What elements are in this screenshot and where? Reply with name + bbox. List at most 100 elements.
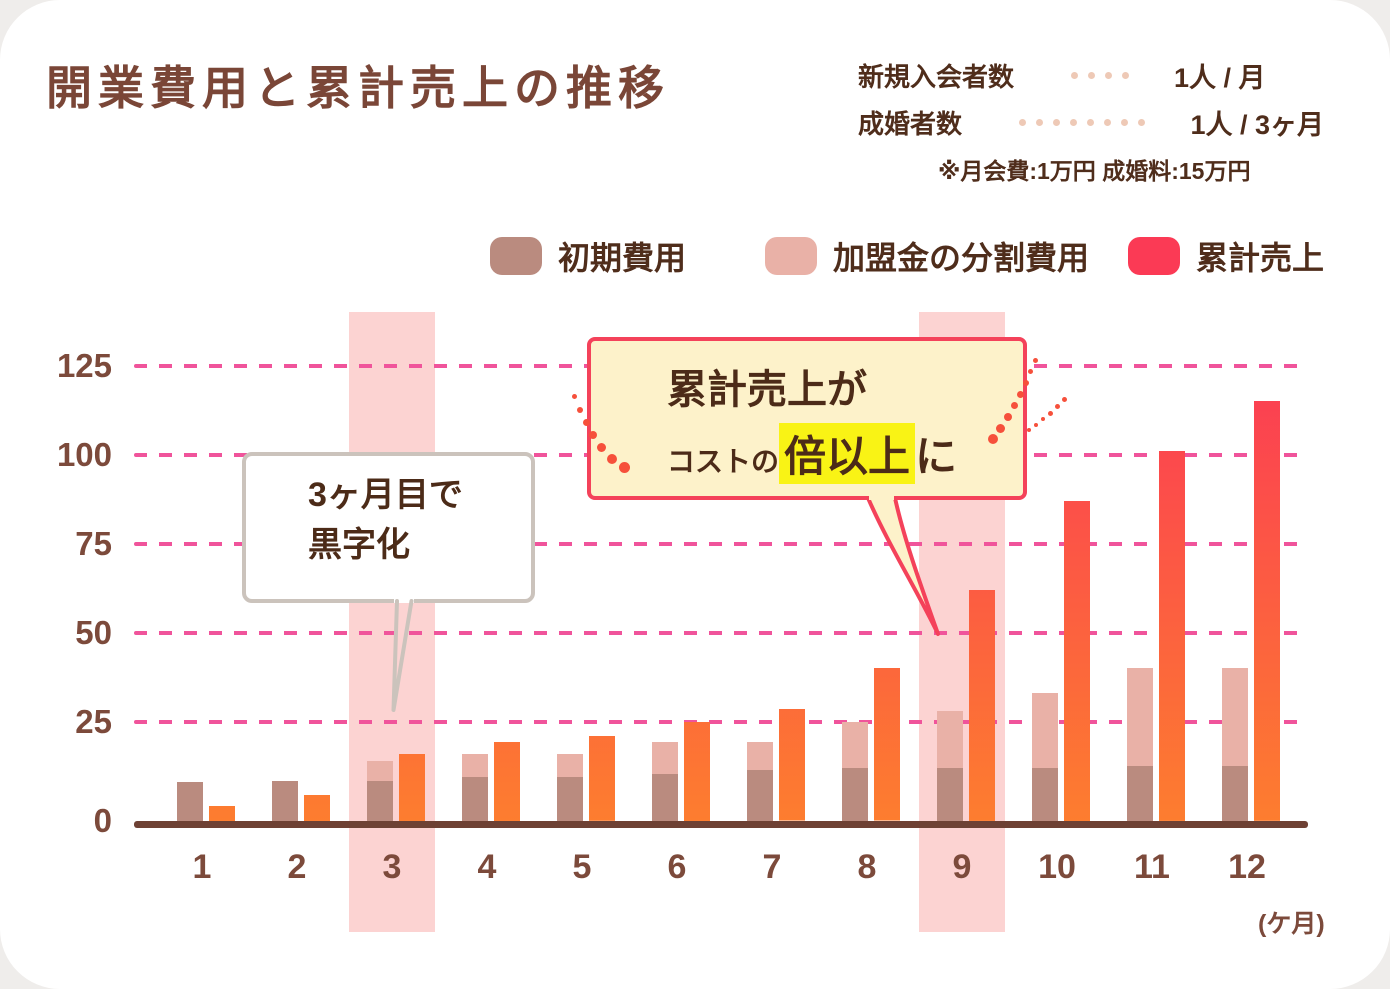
- dotted-leader: [1042, 72, 1174, 79]
- decoration-dot: [583, 419, 590, 426]
- callout-text: コストの 倍以上 に: [667, 423, 1023, 484]
- legend-label: 初期費用: [558, 240, 687, 276]
- leader-dot: [1088, 72, 1095, 79]
- bar-initial-cost-month-9: [937, 768, 963, 821]
- callout-breakeven-tail: [391, 596, 414, 712]
- bar-franchise-split-month-9: [937, 711, 963, 769]
- decoration-dot: [597, 443, 606, 452]
- bar-cumulative-sales-month-3: [399, 753, 425, 821]
- legend-item-initial-cost: 初期費用: [490, 233, 686, 279]
- x-axis-label-11: 11: [1134, 848, 1170, 886]
- leader-dot: [1105, 72, 1112, 79]
- x-axis-label-10: 10: [1038, 848, 1076, 886]
- bar-franchise-split-month-10: [1032, 693, 1058, 769]
- leader-dot: [1087, 119, 1095, 126]
- bar-initial-cost-month-4: [462, 777, 488, 821]
- decoration-dot: [1023, 380, 1029, 386]
- y-axis-label-0: 0: [93, 802, 112, 839]
- bar-cumulative-sales-month-8: [874, 668, 900, 821]
- callout-text: 黒字化: [308, 526, 410, 564]
- callout-text-highlight: 倍以上: [779, 423, 916, 484]
- bar-initial-cost-month-2: [272, 780, 298, 821]
- bar-cumulative-sales-month-4: [494, 741, 520, 821]
- bar-cumulative-sales-month-2: [304, 794, 330, 821]
- decoration-dot: [1011, 402, 1018, 409]
- x-axis-label-12: 12: [1228, 848, 1266, 886]
- legend-swatch-initial-cost: [490, 237, 542, 275]
- x-axis-line: [134, 821, 1308, 828]
- bar-initial-cost-month-3: [367, 780, 393, 821]
- bar-franchise-split-month-11: [1127, 668, 1153, 767]
- bar-initial-cost-month-7: [747, 770, 773, 821]
- bar-franchise-split-month-7: [747, 741, 773, 770]
- assumption-value: 1人 / 月: [1174, 63, 1266, 93]
- decoration-dot: [1041, 417, 1045, 421]
- leader-dot: [1121, 119, 1129, 126]
- bar-cumulative-sales-month-9: [969, 590, 995, 821]
- legend-label: 加盟金の分割費用: [833, 240, 1090, 276]
- assumption-label: 成婚者数: [858, 109, 963, 139]
- legend-swatch-franchise-split: [765, 237, 817, 275]
- callout-text-prefix: コストの: [667, 446, 780, 477]
- page-title: 開業費用と累計売上の推移: [46, 62, 670, 114]
- assumption-row-new-members: 新規入会者数 1人 / 月: [858, 56, 1324, 95]
- decoration-dot: [1004, 413, 1012, 421]
- legend-label: 累計売上: [1196, 240, 1325, 276]
- legend-item-franchise-split: 加盟金の分割費用: [765, 233, 1089, 279]
- leader-dot: [1036, 119, 1044, 126]
- callout-text: 3ヶ月目で: [308, 476, 463, 514]
- x-axis-label-4: 4: [477, 848, 497, 886]
- bar-franchise-split-month-3: [367, 761, 393, 781]
- x-axis-label-1: 1: [192, 848, 212, 886]
- leader-dot: [1071, 72, 1078, 79]
- bar-cumulative-sales-month-11: [1159, 451, 1185, 821]
- decoration-dot: [1033, 358, 1038, 363]
- leader-dot: [1138, 119, 1146, 126]
- leader-dot: [1053, 119, 1061, 126]
- callout-double-revenue-tail: [866, 494, 940, 636]
- decoration-dot: [619, 462, 630, 473]
- bar-franchise-split-month-12: [1222, 668, 1248, 767]
- callout-text: 累計売上が: [667, 368, 867, 412]
- gridline-75: [134, 541, 1308, 546]
- legend-swatch-cumulative-sales: [1128, 237, 1180, 275]
- decoration-dot: [572, 394, 577, 399]
- bar-franchise-split-month-4: [462, 753, 488, 778]
- highlight-band-month-3: [349, 312, 435, 932]
- bar-cumulative-sales-month-12: [1254, 401, 1280, 821]
- x-axis-label-8: 8: [857, 848, 877, 886]
- x-axis-label-9: 9: [952, 848, 972, 886]
- callout-double-revenue-month-9: 累計売上が コストの 倍以上 に: [587, 337, 1027, 500]
- x-axis-unit-label: (ケ月): [1258, 910, 1325, 938]
- leader-dot: [1019, 119, 1027, 126]
- callout-breakeven-month-3: 3ヶ月目で 黒字化: [242, 452, 535, 603]
- decoration-dot: [1034, 423, 1038, 427]
- bar-initial-cost-month-5: [557, 777, 583, 821]
- decoration-dot: [1027, 428, 1031, 432]
- gridline-25: [134, 719, 1308, 724]
- decoration-dot: [589, 431, 597, 439]
- leader-dot: [1070, 119, 1078, 126]
- gridline-50: [134, 630, 1308, 635]
- y-axis-label-50: 50: [75, 613, 112, 651]
- y-axis-label-75: 75: [75, 524, 112, 562]
- leader-dot: [1122, 72, 1129, 79]
- decoration-dot: [607, 454, 617, 464]
- bar-initial-cost-month-8: [842, 768, 868, 821]
- bar-franchise-split-month-5: [557, 753, 583, 778]
- bar-initial-cost-month-6: [652, 773, 678, 821]
- decoration-dot: [996, 424, 1005, 433]
- dotted-leader: [1019, 119, 1190, 126]
- assumption-label: 新規入会者数: [858, 62, 1015, 92]
- bar-initial-cost-month-12: [1222, 766, 1248, 821]
- bar-cumulative-sales-month-7: [779, 709, 805, 821]
- legend-item-cumulative-sales: 累計売上: [1128, 233, 1324, 279]
- decoration-dot: [1062, 397, 1067, 402]
- bar-cumulative-sales-month-1: [209, 805, 235, 821]
- y-axis-label-25: 25: [75, 702, 112, 740]
- bar-franchise-split-month-6: [652, 741, 678, 774]
- leader-dot: [1104, 119, 1112, 126]
- x-axis-label-7: 7: [762, 848, 782, 886]
